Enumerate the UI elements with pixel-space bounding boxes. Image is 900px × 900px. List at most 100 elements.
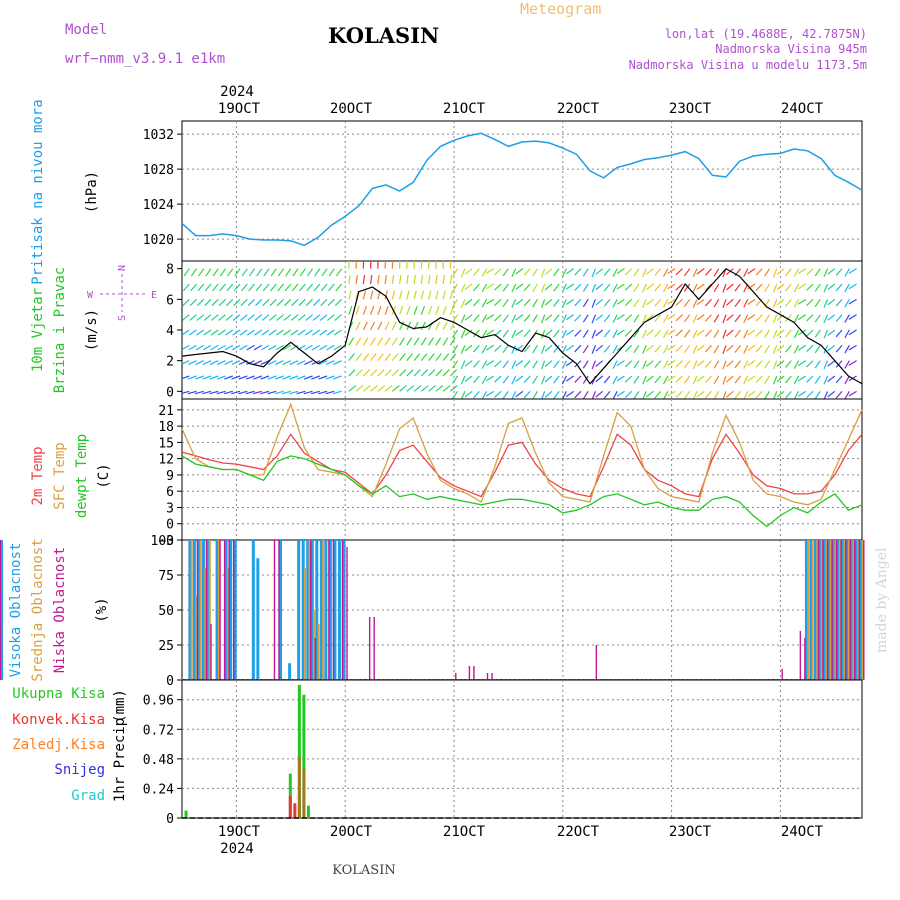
cloud-mid-bar [313, 610, 316, 680]
wind-arrow [591, 345, 596, 354]
wind-arrow [827, 390, 836, 398]
wind-arrow [306, 268, 314, 277]
wind-arrow [481, 375, 488, 385]
wind-arrow [591, 268, 596, 278]
wind-arrow [275, 344, 284, 351]
wind-arrow [292, 268, 299, 277]
wind-arrow [726, 390, 734, 398]
y-tick-label: 6 [166, 293, 174, 308]
wind-arrow [267, 360, 277, 366]
wind-arrow [362, 290, 367, 300]
wind-arrow [823, 299, 829, 308]
wind-arrow [704, 390, 712, 399]
wind-arrow [844, 329, 850, 339]
wind-arrow [202, 344, 212, 351]
pressure-ylabel: Pritisak na nivou mora [30, 99, 46, 284]
wind-arrow [413, 369, 421, 377]
wind-arrow [182, 268, 183, 270]
wind-arrow [743, 391, 749, 399]
cloud-low-bar [817, 540, 820, 680]
meteogram-title: Meteogram [520, 0, 601, 18]
wind-arrow [406, 306, 411, 315]
wind-arrow [275, 329, 284, 336]
year-bottom: 2024 [220, 841, 254, 857]
wind-arrow [734, 360, 741, 369]
wind-arrow [734, 375, 741, 384]
wind-arrow [270, 283, 277, 292]
wind-arrow [544, 390, 553, 398]
cloud-low-bar [822, 540, 824, 680]
wind-arrow [231, 375, 241, 380]
wind-arrow [755, 268, 763, 276]
wind-arrow [764, 360, 771, 369]
wind-arrow [582, 299, 589, 308]
wind-arrow [276, 314, 284, 321]
y-tick-label: 1020 [143, 233, 174, 248]
cloud-high-bar [333, 540, 337, 680]
wind-arrow [814, 390, 821, 399]
wind-arrow [835, 375, 843, 384]
wind-arrow [246, 329, 255, 336]
wind-arrow [511, 299, 517, 308]
cloud-high-bar [179, 679, 183, 680]
wind-arrow [823, 375, 829, 385]
wind-arrow [231, 344, 241, 351]
wind-arrow [633, 283, 640, 292]
wind-arrow [420, 306, 426, 315]
wind-arrow [355, 353, 363, 362]
wind-arrow [245, 375, 255, 380]
wind-arrow [683, 298, 691, 307]
wind-arrow [574, 268, 582, 276]
wind-arrow [683, 268, 691, 277]
wind-arrow [764, 283, 771, 292]
wind-arrow [722, 391, 727, 399]
dewpoint-line [181, 455, 863, 528]
wind-arrow [452, 344, 459, 354]
wind-arrow [502, 283, 509, 292]
wind-arrow [188, 360, 197, 366]
wind-arrow [348, 369, 356, 377]
wind-arrow [683, 283, 691, 292]
wind-arrow [713, 345, 720, 354]
precip-conv-bar [293, 803, 297, 818]
wind-arrow [312, 314, 321, 321]
wind-arrow [755, 344, 763, 353]
wind-arrow [327, 298, 335, 307]
wind-arrow [384, 275, 387, 285]
wind-arrow [384, 385, 393, 392]
wind-arrow [624, 329, 633, 337]
wind-arrow [747, 314, 756, 321]
wind-arrow [511, 329, 517, 339]
wind-arrow [202, 390, 212, 395]
wind-arrow [667, 268, 676, 274]
wind-arrow [291, 283, 299, 292]
wind-arrow [772, 314, 778, 324]
wind-arrow [797, 375, 807, 382]
wind-arrow [406, 337, 413, 346]
wind-arrow [722, 360, 727, 370]
wind-arrow [312, 329, 321, 336]
wind-arrow [696, 360, 705, 367]
cloud-mid-bar [816, 540, 819, 680]
wind-arrow [239, 329, 248, 336]
wind-arrow [238, 390, 248, 395]
wind-arrow [391, 290, 396, 300]
wind-arrow [305, 314, 313, 321]
wind-arrow [210, 329, 219, 336]
wind-arrow [277, 283, 285, 292]
wind-arrow [464, 314, 473, 321]
wind-arrow [663, 299, 669, 308]
wind-arrow [282, 360, 292, 366]
wind-arrow [616, 314, 625, 321]
wind-arrow [238, 375, 248, 380]
cloud-high-bar [324, 540, 328, 680]
wind-arrow [806, 283, 814, 291]
wind-arrow [603, 344, 611, 353]
wind-arrow [633, 390, 640, 399]
precip-legend-hail: Grad [71, 788, 105, 804]
wind-arrow [663, 360, 669, 369]
wind-arrow [384, 353, 392, 362]
wind-arrow [683, 329, 691, 338]
wind-arrow [734, 390, 741, 399]
